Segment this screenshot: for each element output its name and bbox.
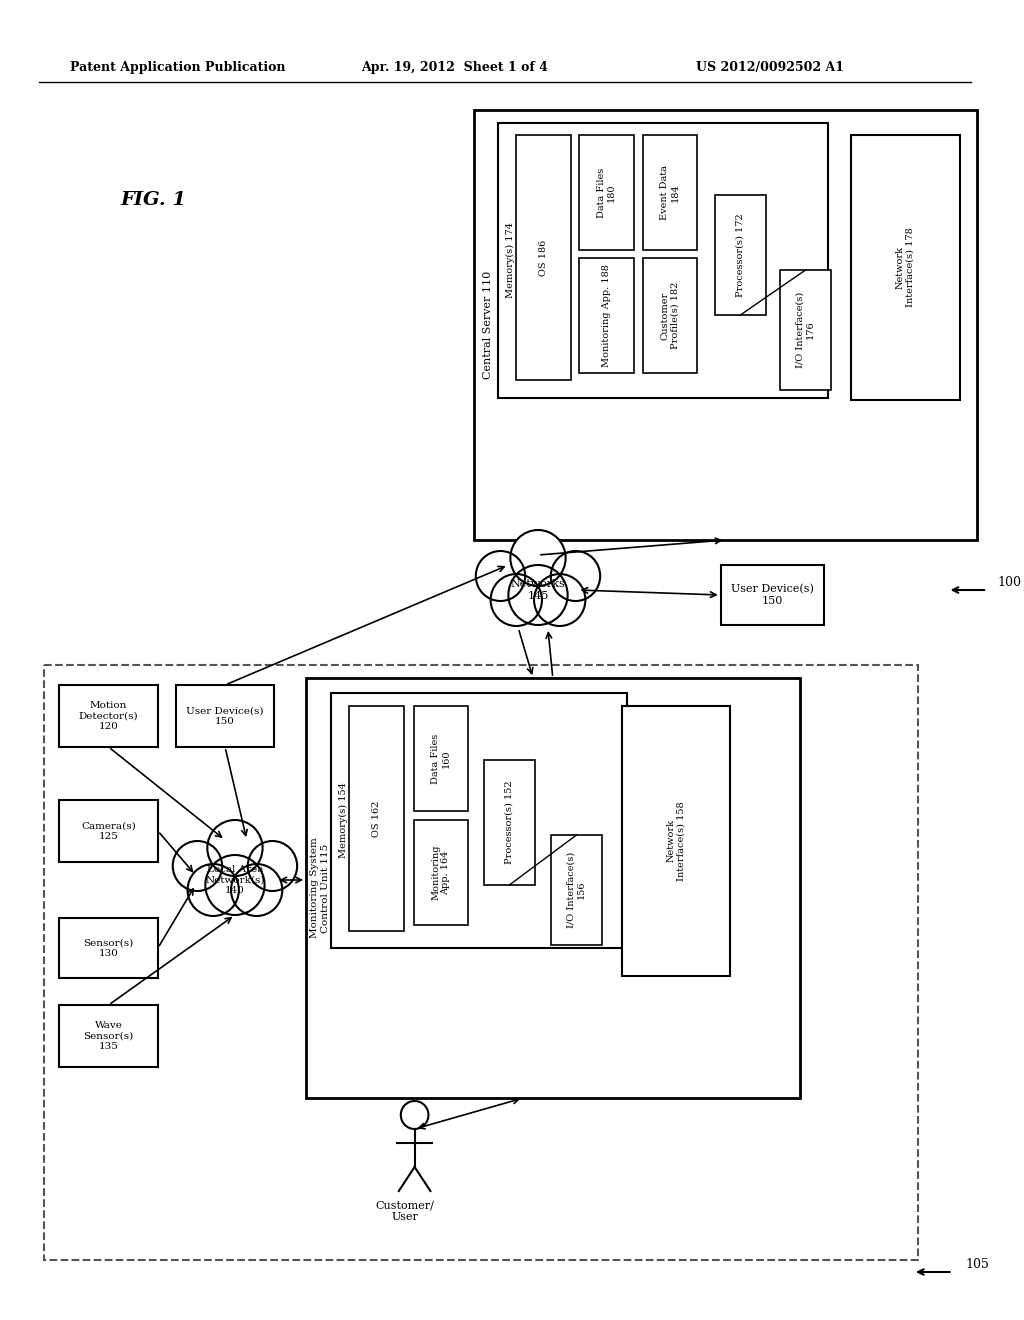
Circle shape [231,865,283,916]
Text: Customer/
User: Customer/ User [376,1200,434,1222]
Text: Network
Interface(s) 158: Network Interface(s) 158 [667,801,686,880]
Circle shape [508,565,567,624]
Text: Patent Application Publication: Patent Application Publication [70,62,286,74]
Text: Monitoring App. 188: Monitoring App. 188 [602,264,611,367]
FancyBboxPatch shape [331,693,627,948]
Circle shape [476,550,525,601]
FancyBboxPatch shape [349,706,403,931]
FancyBboxPatch shape [780,271,831,389]
FancyBboxPatch shape [483,760,535,884]
FancyBboxPatch shape [643,257,697,374]
Circle shape [510,531,565,586]
Text: Network
Interface(s) 178: Network Interface(s) 178 [896,227,914,308]
FancyBboxPatch shape [176,685,274,747]
Text: Monitoring
App. 164: Monitoring App. 164 [431,845,451,900]
Text: Motion
Detector(s)
120: Motion Detector(s) 120 [79,701,138,731]
Text: Apr. 19, 2012  Sheet 1 of 4: Apr. 19, 2012 Sheet 1 of 4 [360,62,548,74]
FancyBboxPatch shape [580,257,634,374]
FancyBboxPatch shape [715,195,766,315]
FancyBboxPatch shape [59,800,158,862]
Text: OS 186: OS 186 [539,239,548,276]
FancyBboxPatch shape [851,135,959,400]
FancyBboxPatch shape [474,110,977,540]
Text: Processor(s) 172: Processor(s) 172 [736,213,744,297]
FancyBboxPatch shape [414,820,468,925]
FancyBboxPatch shape [59,917,158,978]
Text: Event Data
184: Event Data 184 [660,165,680,220]
Text: Sensor(s)
130: Sensor(s) 130 [84,939,134,958]
Text: I/O Interface(s)
156: I/O Interface(s) 156 [567,851,586,928]
FancyBboxPatch shape [551,836,602,945]
Circle shape [248,841,297,891]
FancyBboxPatch shape [414,706,468,810]
Text: Monitoring System
Control Unit 115: Monitoring System Control Unit 115 [310,838,330,939]
Text: Central Server 110: Central Server 110 [482,271,493,379]
Text: Customer
Profile(s) 182: Customer Profile(s) 182 [660,281,680,350]
Text: Memory(s) 174: Memory(s) 174 [506,223,515,298]
Text: User Device(s)
150: User Device(s) 150 [731,583,814,606]
FancyBboxPatch shape [59,1005,158,1067]
FancyBboxPatch shape [59,685,158,747]
Text: FIG. 1: FIG. 1 [120,191,186,209]
Circle shape [490,574,542,626]
Text: US 2012/0092502 A1: US 2012/0092502 A1 [696,62,844,74]
Circle shape [173,841,222,891]
Text: Data Files
180: Data Files 180 [597,168,616,218]
Text: Data Files
160: Data Files 160 [431,734,451,784]
Text: 105: 105 [966,1258,989,1270]
Text: Memory(s) 154: Memory(s) 154 [339,783,348,858]
Text: Processor(s) 152: Processor(s) 152 [505,780,514,865]
Text: Local Area
Network(s)
140: Local Area Network(s) 140 [205,865,264,895]
Circle shape [206,855,264,915]
Text: Networks
145: Networks 145 [511,579,565,601]
Text: Camera(s)
125: Camera(s) 125 [81,821,136,841]
FancyBboxPatch shape [580,135,634,249]
FancyBboxPatch shape [44,665,919,1261]
FancyBboxPatch shape [643,135,697,249]
Text: User Device(s)
150: User Device(s) 150 [186,706,264,726]
Circle shape [535,574,586,626]
FancyBboxPatch shape [516,135,570,380]
Text: 100: 100 [997,576,1021,589]
FancyBboxPatch shape [622,706,730,975]
Circle shape [207,820,262,876]
FancyBboxPatch shape [498,123,828,399]
Text: OS 162: OS 162 [372,800,381,837]
Text: I/O Interface(s)
176: I/O Interface(s) 176 [796,292,815,368]
Text: Wave
Sensor(s)
135: Wave Sensor(s) 135 [84,1022,134,1051]
Circle shape [551,550,600,601]
FancyBboxPatch shape [721,565,824,624]
FancyBboxPatch shape [306,678,800,1098]
Circle shape [187,865,239,916]
